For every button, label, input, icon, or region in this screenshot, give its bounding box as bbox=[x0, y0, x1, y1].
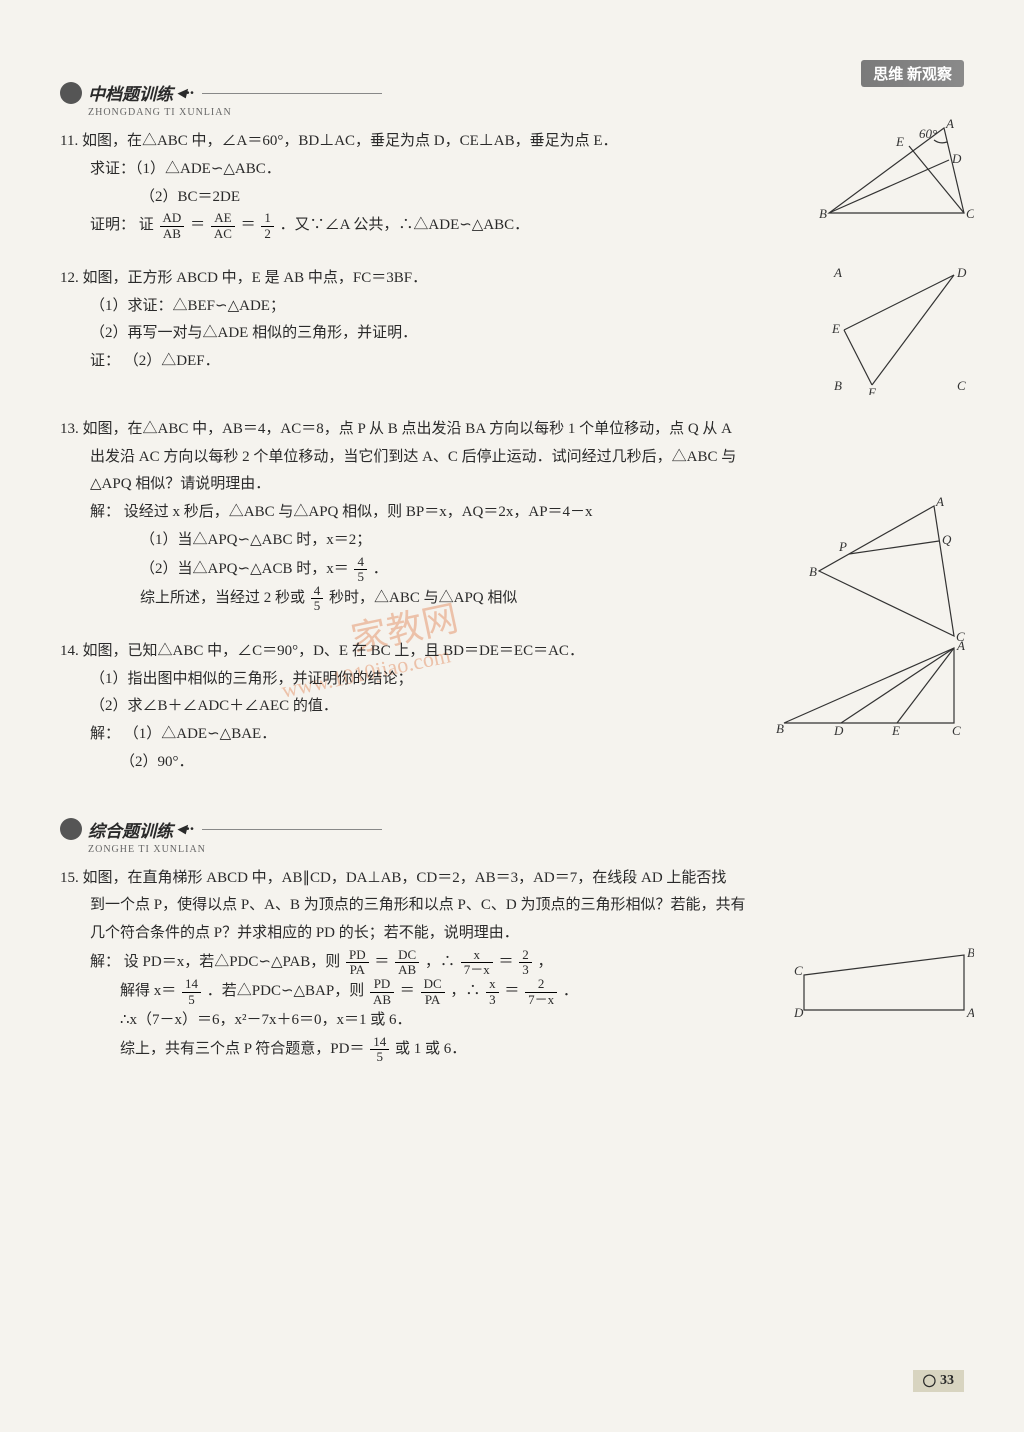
stem-line2: 到一个点 P，使得以点 P、A、B 为顶点的三角形和以点 P、C、D 为顶点的三… bbox=[90, 892, 974, 920]
problem-number: 11. bbox=[60, 133, 78, 149]
problem-13: 13. 如图，在△ABC 中，AB＝4，AC＝8，点 P 从 B 点出发沿 BA… bbox=[60, 416, 974, 614]
svg-text:60°: 60° bbox=[919, 126, 937, 141]
section-pinyin: ZONGHE TI XUNLIAN bbox=[88, 844, 974, 855]
section-pinyin: ZHONGDANG TI XUNLIAN bbox=[88, 107, 974, 118]
section-underline bbox=[202, 828, 382, 830]
svg-text:B: B bbox=[809, 564, 817, 579]
svg-text:B: B bbox=[776, 721, 784, 736]
proof-label: 证： bbox=[90, 353, 120, 369]
fraction: PDPA bbox=[346, 948, 369, 978]
problem-stem-line1: 如图，已知△ABC 中，∠C＝90°，D、E 在 BC 上，且 BD＝DE＝EC… bbox=[83, 643, 584, 659]
section-header-2: 综合题训练 ◂·· bbox=[60, 817, 974, 842]
fraction: x3 bbox=[486, 977, 499, 1007]
section-title: 综合题训练 bbox=[88, 817, 173, 842]
fraction: AEAC bbox=[211, 211, 235, 241]
fraction: DCAB bbox=[395, 948, 419, 978]
sol-line: 设经过 x 秒后，△ABC 与△APQ 相似，则 BP＝x，AQ＝2x，AP＝4… bbox=[124, 504, 593, 520]
svg-text:A: A bbox=[945, 118, 954, 131]
proof-text: （2）△DEF． bbox=[124, 353, 220, 369]
fraction: DCPA bbox=[421, 977, 445, 1007]
fraction: 45 bbox=[354, 555, 367, 585]
svg-text:E: E bbox=[891, 723, 900, 738]
svg-text:D: D bbox=[794, 1005, 804, 1020]
svg-text:C: C bbox=[966, 206, 974, 221]
problem-12: 12. 如图，正方形 ABCD 中，E 是 AB 中点，FC＝3BF． （1）求… bbox=[60, 265, 974, 376]
diagram-14: A B D E C bbox=[774, 638, 974, 749]
diagram-11: A B C D E 60° bbox=[814, 118, 974, 239]
section-icon bbox=[60, 818, 82, 840]
svg-text:P: P bbox=[838, 539, 847, 554]
svg-text:A: A bbox=[833, 265, 842, 280]
problem-number: 13. bbox=[60, 421, 79, 437]
fraction: 12 bbox=[261, 211, 274, 241]
stem-line2: 出发沿 AC 方向以每秒 2 个单位移动，当它们到达 A、C 后停止运动．试问经… bbox=[90, 444, 974, 472]
problem-stem-line1: 如图，在△ABC 中，AB＝4，AC＝8，点 P 从 B 点出发沿 BA 方向以… bbox=[83, 421, 733, 437]
section-title: 中档题训练 bbox=[88, 80, 173, 105]
section-header-1: 中档题训练 ◂·· bbox=[60, 80, 974, 105]
problem-stem: 如图，在△ABC 中，∠A＝60°，BD⊥AC，垂足为点 D，CE⊥AB，垂足为… bbox=[82, 133, 618, 149]
diagram-13: A B C P Q bbox=[804, 496, 974, 657]
problem-stem-line1: 如图，在直角梯形 ABCD 中，AB∥CD，DA⊥AB，CD＝2，AB＝3，AD… bbox=[83, 870, 727, 886]
svg-text:B: B bbox=[967, 945, 974, 960]
sol-label: 解： bbox=[90, 504, 120, 520]
svg-text:E: E bbox=[895, 134, 904, 149]
diagram-15: C B D A bbox=[794, 945, 974, 1036]
problem-stem: 如图，正方形 ABCD 中，E 是 AB 中点，FC＝3BF． bbox=[83, 270, 428, 286]
problem-number: 15. bbox=[60, 870, 79, 886]
fraction: x7－x bbox=[461, 948, 493, 978]
svg-text:C: C bbox=[957, 378, 966, 393]
svg-text:C: C bbox=[952, 723, 961, 738]
svg-text:B: B bbox=[819, 206, 827, 221]
fraction: PDAB bbox=[370, 977, 394, 1007]
svg-text:A: A bbox=[935, 496, 944, 509]
diagram-12: A D B C E F bbox=[824, 265, 974, 406]
sol-line: （1）△ADE∽△BAE． bbox=[124, 726, 276, 742]
fraction: 45 bbox=[311, 584, 324, 614]
proof-label: 证明： bbox=[90, 217, 135, 233]
fraction: ADAB bbox=[160, 211, 185, 241]
svg-text:E: E bbox=[831, 321, 840, 336]
svg-text:A: A bbox=[956, 638, 965, 653]
fraction: 23 bbox=[519, 948, 532, 978]
section-icon bbox=[60, 82, 82, 104]
sol-line: （2）90°． bbox=[120, 749, 974, 777]
fraction: 145 bbox=[370, 1035, 389, 1065]
header-badge: 思维 新观察 bbox=[861, 60, 964, 87]
sol-label: 解： bbox=[90, 954, 120, 970]
problem-14: 14. 如图，已知△ABC 中，∠C＝90°，D、E 在 BC 上，且 BD＝D… bbox=[60, 638, 974, 777]
svg-text:C: C bbox=[794, 963, 803, 978]
svg-text:Q: Q bbox=[942, 532, 952, 547]
proof-text: 证 bbox=[139, 217, 154, 233]
section-underline bbox=[202, 92, 382, 94]
sol-label: 解： bbox=[90, 726, 120, 742]
svg-text:D: D bbox=[833, 723, 844, 738]
problem-11: 11. 如图，在△ABC 中，∠A＝60°，BD⊥AC，垂足为点 D，CE⊥AB… bbox=[60, 128, 974, 241]
problem-number: 12. bbox=[60, 270, 79, 286]
problem-15: 15. 如图，在直角梯形 ABCD 中，AB∥CD，DA⊥AB，CD＝2，AB＝… bbox=[60, 865, 974, 1065]
page-number: 33 bbox=[913, 1370, 964, 1392]
problem-number: 14. bbox=[60, 643, 79, 659]
svg-text:F: F bbox=[867, 385, 877, 395]
fraction: 145 bbox=[182, 977, 201, 1007]
svg-text:A: A bbox=[966, 1005, 974, 1020]
fraction: 27－x bbox=[525, 977, 557, 1007]
svg-text:D: D bbox=[951, 151, 962, 166]
svg-text:D: D bbox=[956, 265, 967, 280]
svg-text:B: B bbox=[834, 378, 842, 393]
